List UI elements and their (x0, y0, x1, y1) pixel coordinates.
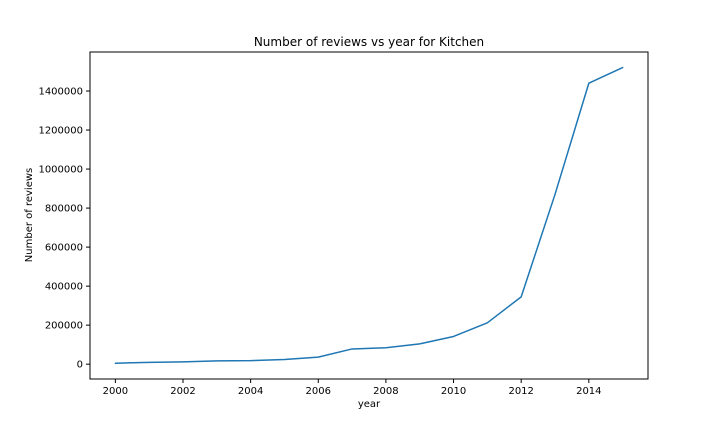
y-tick-label: 400000 (45, 282, 83, 293)
x-tick-label: 2008 (373, 386, 398, 397)
axis-ticks: 2000 2002 2004 2006 2008 2010 2012 2014 0 200000 4… (38, 87, 601, 397)
plot-area (90, 52, 648, 379)
x-tick-label: 2012 (508, 386, 533, 397)
plot-frame (89, 51, 649, 380)
series-line-0 (114, 66, 624, 364)
y-tick-label: 1000000 (38, 165, 83, 176)
y-tick-label: 800000 (45, 204, 83, 215)
x-axis-label: year (358, 399, 381, 410)
series-lines (114, 66, 624, 364)
y-tick-label: 200000 (45, 321, 83, 332)
chart-title: Number of reviews vs year for Kitchen (254, 35, 484, 49)
x-tick-label: 2000 (103, 386, 128, 397)
y-tick-label: 600000 (45, 243, 83, 254)
y-tick-label: 1400000 (38, 87, 83, 98)
x-tick-label: 2006 (306, 386, 331, 397)
x-tick-label: 2002 (170, 386, 195, 397)
x-tick-label: 2004 (238, 386, 263, 397)
x-tick-label: 2014 (576, 386, 601, 397)
y-tick-label: 0 (77, 360, 83, 371)
y-axis-label: Number of reviews (24, 168, 35, 262)
x-tick-label: 2010 (441, 386, 466, 397)
y-tick-label: 1200000 (38, 126, 83, 137)
